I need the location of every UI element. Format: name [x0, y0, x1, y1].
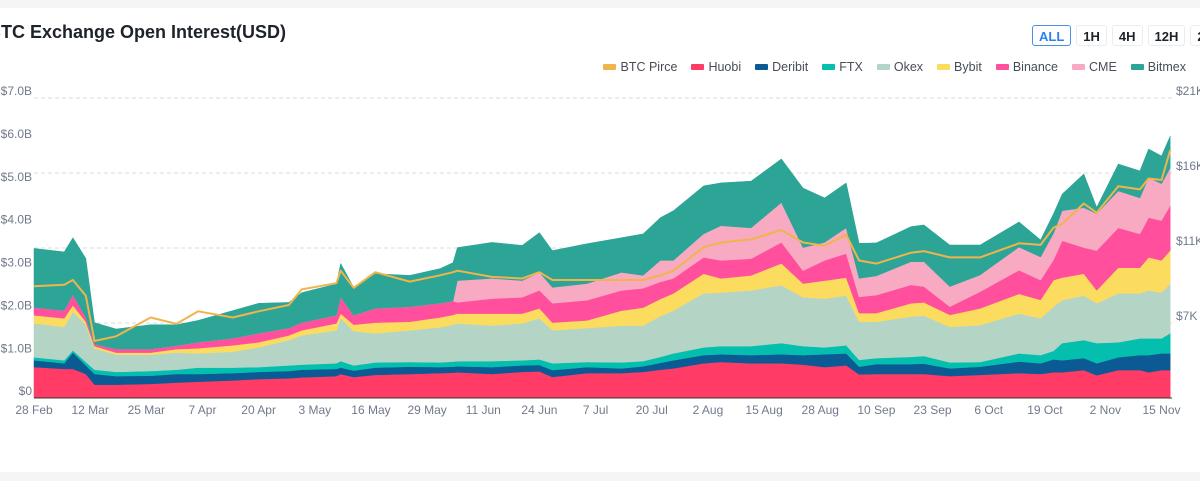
x-tick-label: 20 Apr [241, 403, 276, 417]
legend-item-ftx[interactable]: FTX [822, 60, 863, 74]
chart-legend: BTC Pirce Huobi Deribit FTX Okex Bybit Binance… [603, 60, 1186, 74]
x-tick-label: 11 Jun [466, 403, 501, 417]
legend-item-bitmex[interactable]: Bitmex [1130, 60, 1186, 74]
legend-item-deribit[interactable]: Deribit [755, 60, 808, 74]
stacked-area-chart: $0 $1.0B $2.0B $3.0B $4.0B $5.0B $6.0B $7.0B $7K… [1, 84, 1200, 417]
x-tick-label: 2 Aug [693, 403, 724, 417]
x-tick-label: 19 Oct [1027, 403, 1063, 417]
legend-label: Huobi [708, 60, 742, 74]
y-tick-label: $3.0B [1, 256, 32, 270]
y-tick-label: $7.0B [1, 84, 32, 98]
legend-swatch-icon [1072, 64, 1086, 70]
chart-title: BTC Exchange Open Interest(USD) [0, 22, 287, 42]
legend-item-btc-pirce[interactable]: BTC Pirce [603, 60, 677, 74]
range-button-12h[interactable]: 12H [1147, 25, 1186, 46]
legend-label: FTX [839, 60, 863, 74]
line-btc-price [33, 150, 1172, 342]
y-tick-label: $4.0B [1, 213, 32, 227]
x-tick-label: 28 Aug [802, 403, 839, 417]
legend-swatch-icon [876, 64, 890, 70]
legend-swatch-icon [755, 64, 769, 70]
range-button-4h[interactable]: 4H [1111, 25, 1143, 46]
x-tick-label: 2 Nov [1090, 403, 1121, 417]
y2-tick-label: $21K [1176, 84, 1200, 98]
x-tick-label: 23 Sep [914, 403, 952, 417]
legend-swatch-icon [1130, 64, 1144, 70]
legend-label: CME [1089, 60, 1117, 74]
legend-item-binance[interactable]: Binance [995, 60, 1059, 74]
legend-label: Deribit [772, 60, 809, 74]
legend-item-cme[interactable]: CME [1072, 60, 1117, 74]
legend-swatch-icon [995, 64, 1009, 70]
legend-swatch-icon [822, 64, 836, 70]
range-button-all[interactable]: ALL [1032, 25, 1072, 46]
x-tick-label: 25 Mar [128, 403, 165, 417]
legend-label: Bybit [954, 60, 982, 74]
x-tick-label: 6 Oct [974, 403, 1003, 417]
x-tick-label: 16 May [351, 403, 390, 417]
range-button-24h[interactable]: 24H [1190, 25, 1200, 46]
x-tick-label: 10 Sep [857, 403, 895, 417]
x-tick-label: 7 Jul [583, 403, 608, 417]
range-button-1h[interactable]: 1H [1076, 25, 1107, 46]
legend-item-okex[interactable]: Okex [876, 60, 924, 74]
y-tick-label: $6.0B [1, 127, 32, 141]
y2-tick-label: $16K [1176, 159, 1200, 173]
y-tick-label: $5.0B [1, 170, 32, 184]
x-tick-label: 28 Feb [15, 403, 53, 417]
legend-item-huobi[interactable]: Huobi [691, 60, 741, 74]
y-tick-label: $2.0B [1, 298, 32, 312]
x-tick-label: 12 Mar [71, 403, 108, 417]
legend-label: Bitmex [1147, 60, 1186, 74]
legend-swatch-icon [691, 64, 705, 70]
area-bitmex [33, 135, 1171, 350]
y2-tick-label: $11K [1176, 234, 1200, 248]
chart-card: BTC Exchange Open Interest(USD) ALL 1H 4… [0, 8, 1200, 472]
x-tick-label: 29 May [407, 403, 446, 417]
time-range-selector: ALL 1H 4H 12H 24H [1032, 25, 1200, 46]
y-tick-label: $1.0B [1, 341, 32, 355]
y-tick-label: $0 [19, 384, 33, 398]
x-tick-label: 15 Nov [1143, 403, 1181, 417]
legend-swatch-icon [937, 64, 951, 70]
x-tick-label: 15 Aug [745, 403, 782, 417]
legend-label: BTC Pirce [620, 60, 678, 74]
x-tick-label: 3 May [298, 403, 331, 417]
legend-label: Okex [893, 60, 924, 74]
y2-tick-label: $7K [1176, 309, 1197, 323]
x-tick-label: 20 Jul [636, 403, 668, 417]
x-tick-label: 7 Apr [188, 403, 216, 417]
legend-item-bybit[interactable]: Bybit [937, 60, 982, 74]
x-tick-label: 24 Jun [521, 403, 557, 417]
legend-label: Binance [1012, 60, 1059, 74]
legend-swatch-icon [603, 64, 617, 70]
